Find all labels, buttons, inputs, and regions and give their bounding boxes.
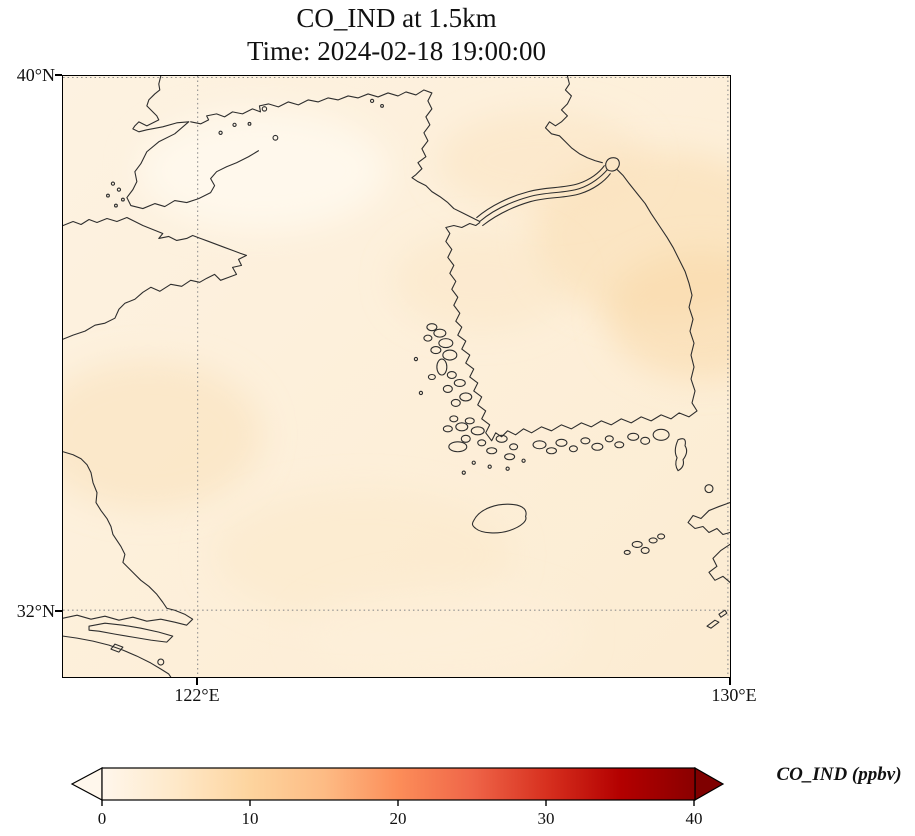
coast-shandong bbox=[63, 216, 248, 340]
xtick-130e bbox=[729, 678, 731, 685]
island-tsushima bbox=[674, 438, 688, 472]
coast-kyushu-south bbox=[708, 543, 730, 583]
coast-yangtze-south bbox=[63, 635, 172, 677]
coast-jiangsu bbox=[63, 451, 194, 626]
colorbar-tick-label-0: 0 bbox=[97, 809, 107, 828]
coast-korea bbox=[445, 169, 698, 442]
islands-se-small bbox=[706, 609, 728, 629]
coast-northeast bbox=[544, 76, 603, 164]
colorbar-title: CO_IND (ppbv) bbox=[776, 764, 902, 785]
xtick-122e bbox=[196, 678, 198, 685]
coast-bohai-bay bbox=[126, 121, 260, 210]
island-chongming bbox=[88, 622, 174, 643]
title-block: CO_IND at 1.5km Time: 2024-02-18 19:00:0… bbox=[62, 2, 731, 68]
heatmap-patches bbox=[63, 110, 730, 677]
colorbar-tick-label-40: 40 bbox=[685, 809, 703, 828]
coast-liaodong bbox=[190, 89, 481, 223]
ytick-32n bbox=[55, 610, 62, 612]
coast-bohai-west bbox=[132, 76, 190, 133]
colorbar-under-arrow bbox=[70, 767, 103, 801]
plot-title: CO_IND at 1.5km bbox=[296, 3, 497, 33]
colorbar: 0 10 20 30 40 CO_IND (ppbv) bbox=[0, 758, 915, 836]
plot-subtitle: Time: 2024-02-18 19:00:00 bbox=[246, 36, 547, 66]
x-tick-label-122e: 122°E bbox=[174, 685, 220, 705]
colorbar-tickmarks bbox=[101, 800, 695, 806]
y-tick-label-32n: 32°N bbox=[16, 601, 55, 621]
coast-yangtze-hook bbox=[110, 643, 124, 653]
ytick-40n bbox=[55, 74, 62, 76]
coast-kyushu-north bbox=[687, 502, 730, 536]
islands-scattered-dots bbox=[106, 98, 384, 208]
island-jeju bbox=[471, 503, 527, 534]
islands-korea-south bbox=[442, 415, 670, 475]
river-yalu-loop bbox=[605, 157, 620, 172]
colorbar-svg bbox=[70, 766, 725, 806]
river-yalu-2 bbox=[482, 173, 611, 227]
map-plot bbox=[62, 75, 731, 678]
islands-goto bbox=[623, 533, 666, 555]
islands-korea-west bbox=[413, 323, 473, 407]
colorbar-over-arrow bbox=[694, 766, 725, 802]
coastlines bbox=[63, 76, 730, 677]
map-svg bbox=[63, 76, 730, 677]
colorbar-tick-label-10: 10 bbox=[241, 809, 259, 828]
island-small-yangtze bbox=[157, 658, 165, 666]
river-yalu-3 bbox=[476, 165, 605, 219]
y-tick-label-40n: 40°N bbox=[16, 65, 55, 85]
island-iki bbox=[704, 484, 714, 494]
river-yalu-1 bbox=[479, 169, 608, 223]
colorbar-tick-label-20: 20 bbox=[389, 809, 407, 828]
x-tick-label-130e: 130°E bbox=[711, 685, 757, 705]
colorbar-tick-label-30: 30 bbox=[537, 809, 555, 828]
colorbar-gradient bbox=[101, 767, 696, 801]
